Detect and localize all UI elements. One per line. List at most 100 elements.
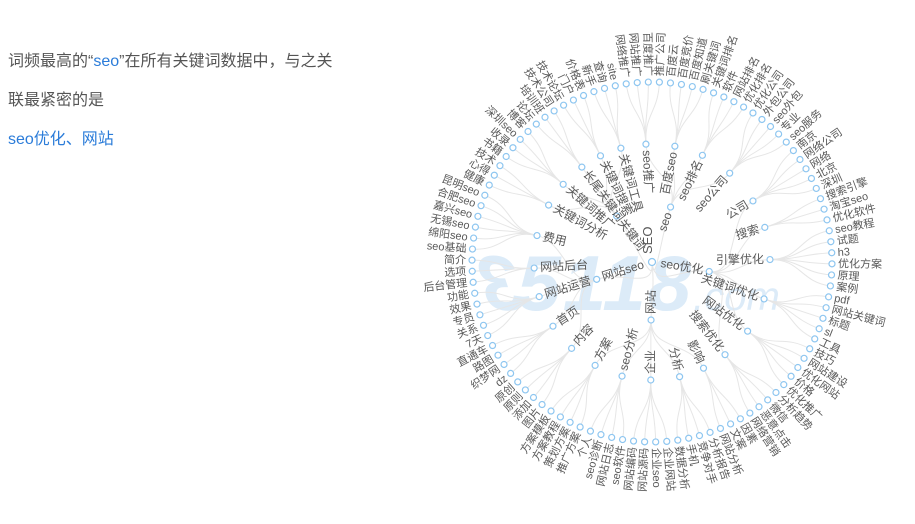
- leaf-node[interactable]: [633, 79, 641, 87]
- leaf-node[interactable]: [663, 437, 671, 445]
- leaf-node[interactable]: [490, 171, 498, 179]
- leaf-node[interactable]: [685, 434, 693, 442]
- branch-node[interactable]: [593, 275, 601, 283]
- leaf-node[interactable]: [629, 437, 638, 445]
- leaf-node[interactable]: [677, 80, 686, 89]
- branch-node[interactable]: [578, 163, 586, 171]
- branch-node[interactable]: [559, 180, 567, 188]
- leaf-node[interactable]: [481, 191, 489, 199]
- branch-node[interactable]: [642, 140, 650, 148]
- leaf-node[interactable]: [827, 271, 836, 279]
- leaf-node[interactable]: [789, 146, 797, 155]
- branch-node[interactable]: [698, 151, 707, 159]
- leaf-node[interactable]: [590, 88, 598, 96]
- leaf-node[interactable]: [488, 341, 497, 350]
- leaf-node[interactable]: [820, 205, 828, 213]
- leaf-node[interactable]: [730, 98, 738, 106]
- branch-node[interactable]: [721, 351, 729, 359]
- branch-node[interactable]: [766, 255, 774, 264]
- leaf-node[interactable]: [709, 89, 718, 97]
- leaf-node[interactable]: [597, 431, 605, 439]
- leaf-node[interactable]: [800, 354, 808, 362]
- leaf-node[interactable]: [674, 436, 682, 444]
- leaf-node[interactable]: [758, 115, 766, 124]
- branch-node[interactable]: [530, 264, 538, 272]
- leaf-node[interactable]: [726, 420, 735, 428]
- leaf-node[interactable]: [807, 174, 816, 183]
- leaf-node[interactable]: [706, 428, 714, 436]
- leaf-node[interactable]: [509, 144, 517, 152]
- leaf-node[interactable]: [819, 314, 827, 322]
- leaf-node[interactable]: [516, 135, 524, 143]
- leaf-node[interactable]: [652, 438, 660, 446]
- leaf-node[interactable]: [608, 433, 616, 442]
- leaf-node[interactable]: [622, 80, 630, 88]
- leaf-node[interactable]: [541, 113, 549, 121]
- leaf-node[interactable]: [755, 403, 763, 411]
- branch-node[interactable]: [749, 197, 757, 205]
- leaf-node[interactable]: [782, 138, 790, 146]
- leaf-node[interactable]: [507, 369, 515, 378]
- branch-node[interactable]: [545, 201, 553, 209]
- leaf-node[interactable]: [666, 79, 675, 87]
- branch-node[interactable]: [705, 267, 713, 276]
- leaf-node[interactable]: [699, 85, 707, 93]
- leaf-node[interactable]: [521, 386, 529, 394]
- top-keyword[interactable]: seo: [93, 53, 120, 70]
- leaf-node[interactable]: [468, 267, 476, 275]
- branch-node[interactable]: [760, 295, 768, 303]
- leaf-node[interactable]: [655, 78, 663, 86]
- leaf-node[interactable]: [766, 122, 775, 131]
- branch-node[interactable]: [761, 223, 769, 231]
- leaf-node[interactable]: [641, 438, 649, 446]
- leaf-node[interactable]: [802, 165, 810, 173]
- branch-node[interactable]: [591, 361, 599, 369]
- leaf-node[interactable]: [775, 130, 783, 138]
- leaf-node[interactable]: [816, 195, 825, 203]
- leaf-node[interactable]: [471, 223, 480, 231]
- branch-node[interactable]: [613, 212, 621, 220]
- leaf-node[interactable]: [471, 289, 479, 297]
- leaf-node[interactable]: [822, 304, 830, 312]
- branch-node[interactable]: [647, 316, 655, 324]
- branch-node[interactable]: [671, 142, 679, 150]
- leaf-node[interactable]: [739, 103, 748, 111]
- leaf-node[interactable]: [787, 372, 795, 380]
- leaf-node[interactable]: [496, 162, 504, 170]
- leaf-node[interactable]: [806, 345, 814, 353]
- leaf-node[interactable]: [796, 155, 804, 164]
- leaf-node[interactable]: [716, 424, 725, 433]
- branch-node[interactable]: [647, 376, 655, 384]
- leaf-node[interactable]: [772, 388, 780, 397]
- leaf-node[interactable]: [794, 363, 802, 372]
- branch-node[interactable]: [744, 327, 752, 335]
- leaf-node[interactable]: [474, 212, 482, 220]
- leaf-node[interactable]: [468, 256, 476, 264]
- leaf-node[interactable]: [547, 407, 555, 415]
- leaf-node[interactable]: [695, 432, 704, 440]
- leaf-node[interactable]: [566, 418, 574, 426]
- leaf-node[interactable]: [579, 91, 588, 100]
- leaf-node[interactable]: [560, 101, 568, 109]
- leaf-node[interactable]: [500, 360, 508, 369]
- leaf-node[interactable]: [476, 311, 484, 319]
- leaf-node[interactable]: [688, 82, 696, 91]
- leaf-node[interactable]: [556, 413, 565, 421]
- leaf-node[interactable]: [468, 245, 477, 253]
- leaf-node[interactable]: [485, 181, 493, 189]
- leaf-node[interactable]: [811, 335, 819, 343]
- leaf-node[interactable]: [746, 409, 754, 417]
- branch-node[interactable]: [699, 364, 708, 372]
- leaf-node[interactable]: [764, 396, 772, 404]
- leaf-node[interactable]: [538, 400, 546, 409]
- branch-node[interactable]: [549, 322, 557, 330]
- leaf-node[interactable]: [502, 152, 510, 161]
- leaf-node[interactable]: [529, 393, 538, 402]
- leaf-node[interactable]: [780, 381, 788, 389]
- leaf-node[interactable]: [477, 202, 485, 210]
- leaf-node[interactable]: [586, 427, 595, 435]
- leaf-node[interactable]: [484, 331, 492, 340]
- leaf-node[interactable]: [576, 423, 584, 431]
- branch-node[interactable]: [726, 169, 734, 177]
- leaf-node[interactable]: [824, 293, 833, 301]
